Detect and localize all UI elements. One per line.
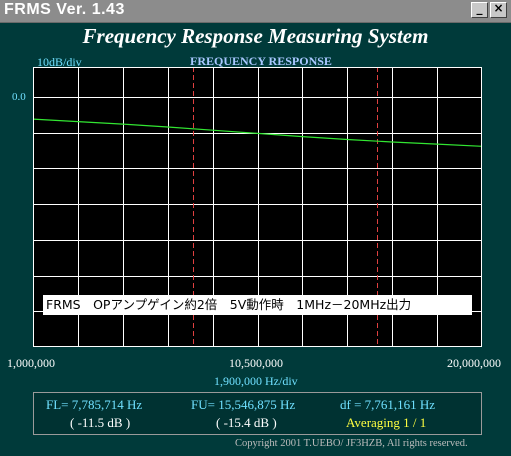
fu-readout: FU= 15,546,875 Hz [191,397,296,412]
averaging-readout: Averaging 1 / 1 [346,415,427,430]
measurement-note: FRMS OPアンプゲイン約2倍 5V動作時 1MHz－20MHz出力 [43,295,472,315]
x-tick-center: 10,500,000 [229,356,283,370]
title-bar[interactable]: FRMS Ver. 1.43 _ × [0,0,511,23]
x-tick-end: 20,000,000 [447,356,501,370]
y-scale-label: 10dB/div [37,55,82,69]
df-readout: df = 7,761,161 Hz [340,397,436,412]
readout-panel: FL= 7,785,714 Hz ( -11.5 dB ) FU= 15,546… [33,392,482,435]
plot-border [33,67,482,347]
fl-readout: FL= 7,785,714 Hz [46,397,143,412]
x-tick-start: 1,000,000 [7,356,55,370]
app-title: Frequency Response Measuring System [82,24,429,48]
fl-db-readout: ( -11.5 dB ) [70,415,131,430]
close-button[interactable]: × [490,1,507,18]
fu-db-readout: ( -15.4 dB ) [216,415,277,430]
reference-level-label: 0.0 [12,91,26,103]
close-icon: × [493,1,504,15]
minimize-button[interactable]: _ [471,1,488,18]
minimize-icon: _ [476,1,483,15]
copyright-text: Copyright 2001 T.UEBO/ JF3HZB, All right… [235,438,468,449]
response-trace [33,118,482,147]
chart-title: FREQUENCY RESPONSE [190,54,332,68]
window-title: FRMS Ver. 1.43 [4,1,125,18]
x-axis-unit: 1,900,000 Hz/div [214,374,298,388]
